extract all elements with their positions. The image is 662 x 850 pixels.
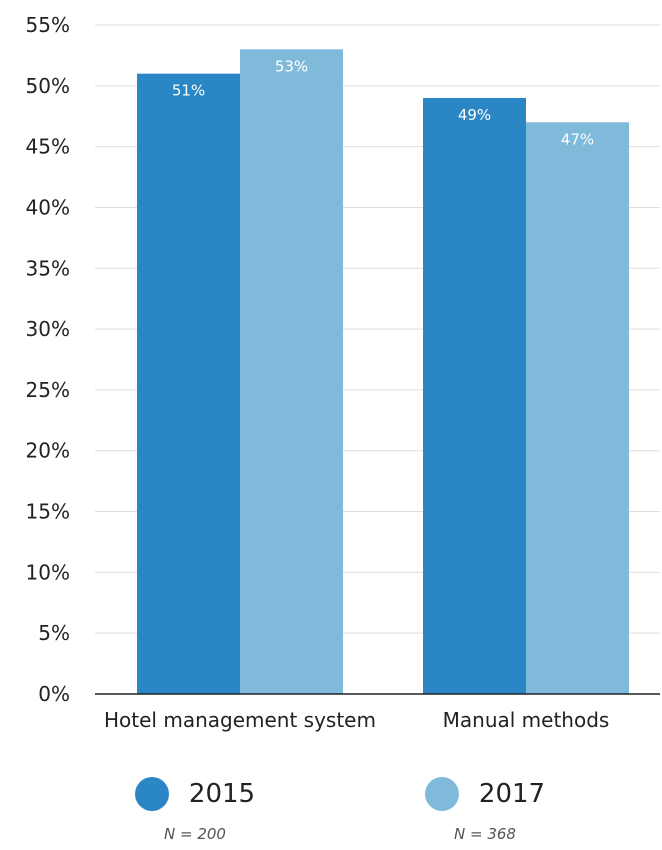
data-label-2015: 49% <box>458 106 491 124</box>
y-tick-label: 5% <box>38 621 70 645</box>
legend-sample-size-2015: N = 200 <box>164 825 226 843</box>
legend-label-2015: 2015 <box>189 779 255 809</box>
x-category-label: Hotel management system <box>104 708 376 732</box>
legend-item-2017: 2017 N = 368 <box>405 777 565 843</box>
x-category-label: Manual methods <box>443 708 610 732</box>
y-tick-label: 20% <box>26 439 70 463</box>
legend-swatch-2017 <box>425 777 459 811</box>
bar-2015 <box>423 98 526 694</box>
bars <box>137 49 629 694</box>
y-tick-label: 25% <box>26 378 70 402</box>
y-tick-label: 30% <box>26 317 70 341</box>
y-tick-label: 10% <box>26 560 70 584</box>
y-axis-ticks: 0% 5% 10% 15% 20% 25% 30% 35% 40% 45% 50% 55% <box>26 13 70 706</box>
legend-swatch-2015 <box>135 777 169 811</box>
y-tick-label: 50% <box>26 74 70 98</box>
y-tick-label: 35% <box>26 256 70 280</box>
legend-sample-size-2017: N = 368 <box>454 825 516 843</box>
x-axis-categories: Hotel management system Manual methods <box>104 708 609 732</box>
legend-item-2015: 2015 N = 200 <box>115 777 275 843</box>
data-label-2017: 53% <box>275 57 308 75</box>
y-tick-label: 45% <box>26 135 70 159</box>
bar-2017 <box>240 49 343 694</box>
legend-label-2017: 2017 <box>479 779 545 809</box>
y-tick-label: 15% <box>26 500 70 524</box>
data-label-2015: 51% <box>172 82 205 100</box>
bar-2017 <box>526 122 629 694</box>
y-tick-label: 0% <box>38 682 70 706</box>
bar-2015 <box>137 74 240 694</box>
data-label-2017: 47% <box>561 130 594 148</box>
y-tick-label: 55% <box>26 13 70 37</box>
bar-chart: 0% 5% 10% 15% 20% 25% 30% 35% 40% 45% 50% 55% 51% 53… <box>0 0 662 760</box>
y-tick-label: 40% <box>26 195 70 219</box>
